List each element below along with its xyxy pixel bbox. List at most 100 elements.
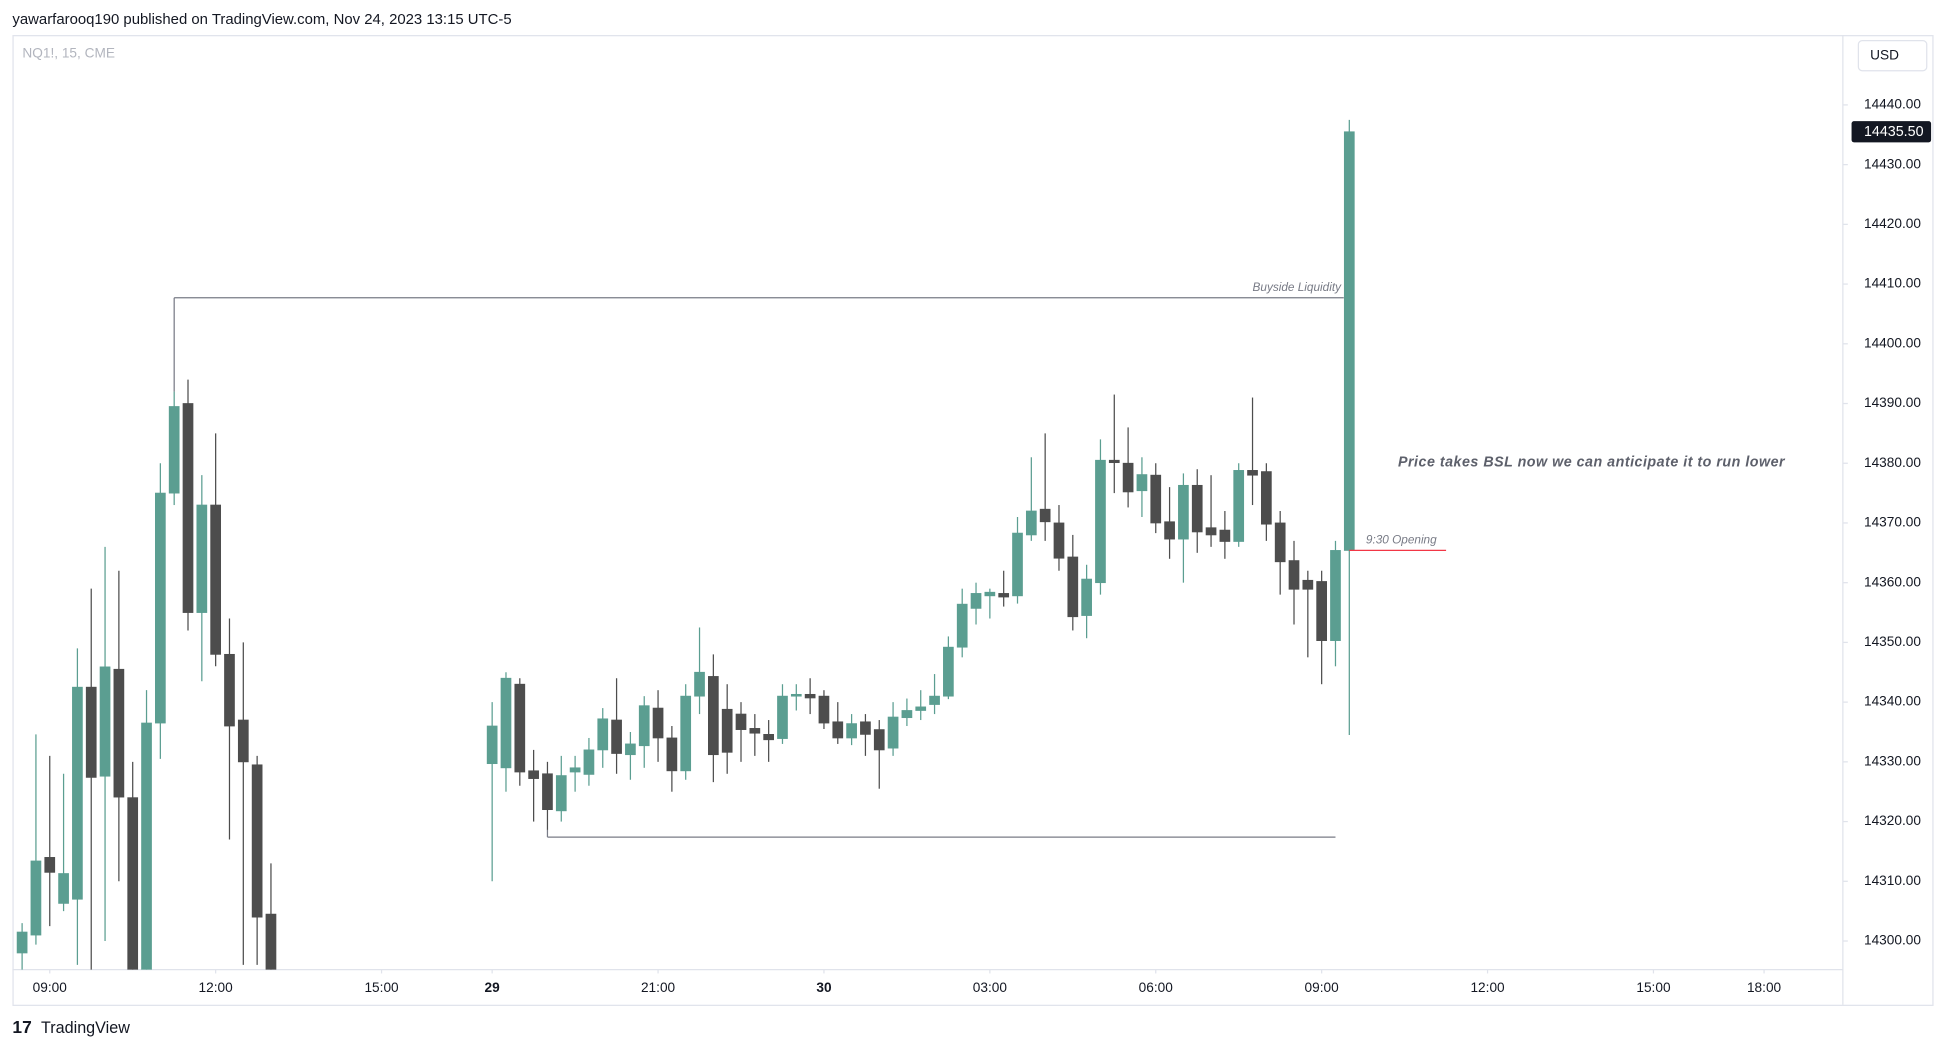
x-tick-label: 29 [485,980,501,995]
candle-body [1150,474,1162,524]
candle-body [956,603,968,648]
candle-body [1330,550,1341,641]
candle-body [1343,131,1355,551]
candle-body [113,668,125,798]
candle-body [915,706,927,711]
candle-body [846,723,857,739]
x-tick-label: 06:00 [1139,980,1174,995]
y-tick-label: 14370.00 [1864,515,1921,530]
candle-body [998,593,1010,598]
candle-body [873,729,885,751]
candle-body [943,646,954,697]
last-price-tag [1851,121,1932,143]
candle-body [1164,521,1175,540]
candle-body [1219,529,1231,542]
symbol-label: NQ1!, 15, CME [22,45,115,60]
candle-body [528,770,539,779]
candle-body [127,797,139,970]
level-label: 9:30 Opening [1366,533,1437,547]
candle-body [749,728,761,734]
candle-body [44,857,56,873]
published-note: yawarfarooq190 published on TradingView.… [12,11,511,28]
currency-button[interactable] [1857,40,1928,72]
last-price-label: 14435.50 [1864,124,1924,140]
candle-body [182,403,194,613]
x-tick-label: 09:00 [1305,980,1340,995]
candle-body [970,593,982,609]
candle-body [569,767,581,773]
x-tick-label: 09:00 [33,980,68,995]
y-tick-label: 14400.00 [1864,335,1921,350]
x-tick-label: 12:00 [199,980,234,995]
candle-body [804,693,816,699]
candle-body [141,722,152,970]
candle-body [1095,459,1106,584]
y-tick-label: 14420.00 [1864,216,1921,231]
candle-body [1288,560,1300,590]
y-tick-label: 14360.00 [1864,574,1921,589]
candle-body [1067,556,1079,618]
candle-body [984,591,996,597]
candle-body [832,721,844,739]
x-tick-label: 18:00 [1747,980,1782,995]
candle-body [680,695,692,772]
y-tick-label: 14300.00 [1864,933,1921,948]
x-tick-label: 15:00 [1636,980,1671,995]
candle-body [929,695,940,705]
candle-body [85,686,97,778]
chart-frame [12,35,1934,1006]
candle-body [901,710,913,719]
x-tick-label: 03:00 [973,980,1008,995]
candle-body [1247,470,1258,476]
candle-body [251,764,263,918]
x-tick-label: 15:00 [364,980,399,995]
candle-body [1261,471,1272,525]
candle-body [1039,508,1051,523]
brand: 17 TradingView [12,1017,130,1037]
candle-body [237,719,249,763]
y-tick-label: 14440.00 [1864,97,1921,112]
candle-body [1178,484,1189,540]
plot-area [16,119,1447,970]
candle-body [611,719,622,754]
candle-body [1274,522,1286,563]
x-tick-label: 21:00 [641,980,676,995]
candle-body [265,913,277,970]
candle-body [58,873,69,904]
candle-body [514,683,526,773]
candle-body [1012,532,1023,597]
annotation: Price takes BSL now we can anticipate it… [1398,455,1786,471]
candle-body [708,676,719,756]
candle-body [30,860,42,936]
y-tick-label: 14340.00 [1864,694,1921,709]
candle-body [72,686,83,900]
candle-body [666,737,678,772]
candle-body [16,931,28,954]
y-tick-label: 14330.00 [1864,753,1921,768]
y-tick-label: 14410.00 [1864,276,1921,291]
y-tick-label: 14310.00 [1864,873,1921,888]
candle-body [500,677,512,769]
y-tick-label: 14390.00 [1864,395,1921,410]
y-tick-label: 14350.00 [1864,634,1921,649]
candle-body [887,716,899,749]
candle-body [1205,527,1217,536]
y-tick-label: 14430.00 [1864,156,1921,171]
x-tick-label: 30 [816,980,832,995]
candle-body [625,743,636,756]
candle-body [790,693,802,697]
candle-body [1025,510,1037,536]
x-tick-label: 12:00 [1470,980,1505,995]
candle-body [1053,522,1065,559]
candle-body [99,666,111,777]
candle-body [1122,462,1134,493]
candle-body [555,775,567,812]
candle-body [1316,581,1328,641]
candle-body [1136,474,1148,492]
brand-logo: 17 [12,1017,31,1037]
candle-body [652,707,664,739]
candle-body [597,718,609,751]
candle-body [763,734,775,741]
